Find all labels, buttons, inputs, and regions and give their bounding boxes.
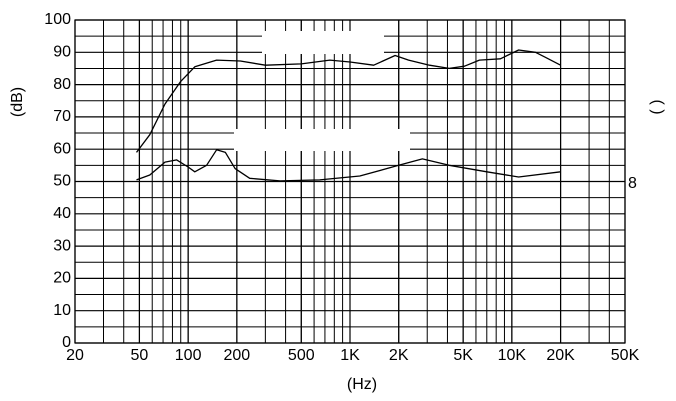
annotation: 8 — [628, 175, 637, 192]
x-tick-label: 20 — [66, 347, 84, 364]
x-tick-label: 1K — [340, 347, 360, 364]
annotation: ( ) — [649, 99, 666, 114]
y-tick-label: 80 — [53, 76, 71, 93]
label-mask — [262, 31, 384, 54]
x-tick-label: 50 — [131, 347, 149, 364]
x-tick-label: 500 — [288, 347, 315, 364]
y-axis-label: (dB) — [9, 87, 26, 117]
x-axis-label: (Hz) — [347, 376, 377, 393]
y-tick-label: 20 — [53, 270, 71, 287]
y-tick-label: 0 — [62, 334, 71, 351]
response-curve — [135, 49, 561, 153]
y-tick-label: 10 — [53, 302, 71, 319]
y-tick-label: 30 — [53, 237, 71, 254]
y-tick-label: 40 — [53, 205, 71, 222]
y-tick-label: 60 — [53, 140, 71, 157]
grid — [74, 19, 626, 344]
y-tick-label: 70 — [53, 108, 71, 125]
x-tick-label: 20K — [546, 347, 575, 364]
plot-frame — [74, 19, 626, 344]
marks — [135, 49, 561, 182]
y-tick-label: 90 — [53, 44, 71, 61]
x-tick-label: 5K — [453, 347, 473, 364]
x-tick-label: 100 — [175, 347, 202, 364]
y-tick-label: 100 — [44, 11, 71, 28]
y-tick-label: 50 — [53, 173, 71, 190]
x-tick-label: 50K — [611, 347, 640, 364]
x-tick-label: 2K — [389, 347, 409, 364]
label-mask — [234, 129, 410, 151]
x-tick-label: 200 — [224, 347, 251, 364]
x-tick-label: 10K — [498, 347, 527, 364]
response-curve — [136, 149, 561, 182]
